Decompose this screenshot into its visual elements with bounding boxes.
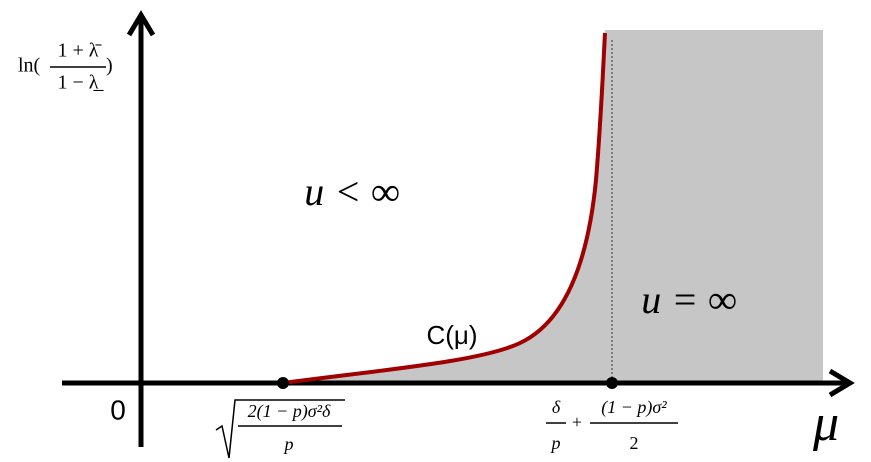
denominator: 1 − λ̲: [58, 72, 105, 94]
x-axis-label: μ: [812, 395, 839, 452]
radical: [215, 399, 345, 459]
y-axis-arrow: [126, 10, 156, 37]
curve: [282, 32, 607, 385]
y-axis-label: ln( 1 + λ̄ 1 − λ̲ ): [18, 40, 113, 94]
numerator: δ: [552, 397, 561, 417]
x-marker-right: δ p + (1 − p)σ² 2: [546, 397, 678, 453]
origin-label: 0: [110, 394, 126, 425]
numerator: 1 + λ̄: [58, 40, 103, 62]
region-label: u = ∞: [641, 277, 737, 322]
numerator: (1 − p)σ²: [601, 397, 667, 418]
denominator: p: [283, 434, 294, 454]
numerator: 2(1 − p)σ²δ: [248, 401, 331, 422]
label-prefix: ln(: [18, 55, 41, 77]
region-label: u < ∞: [304, 169, 400, 214]
curve-label: C(μ): [426, 320, 477, 350]
point: [606, 377, 618, 389]
denominator: 2: [630, 433, 639, 453]
infinite-region: [283, 30, 823, 383]
label-suffix: ): [106, 55, 113, 77]
x-marker-left: 2(1 − p)σ²δ p: [215, 399, 345, 459]
denominator: p: [550, 433, 561, 453]
x-axis-arrow: [828, 368, 855, 398]
plus: +: [572, 412, 582, 432]
point: [277, 377, 289, 389]
